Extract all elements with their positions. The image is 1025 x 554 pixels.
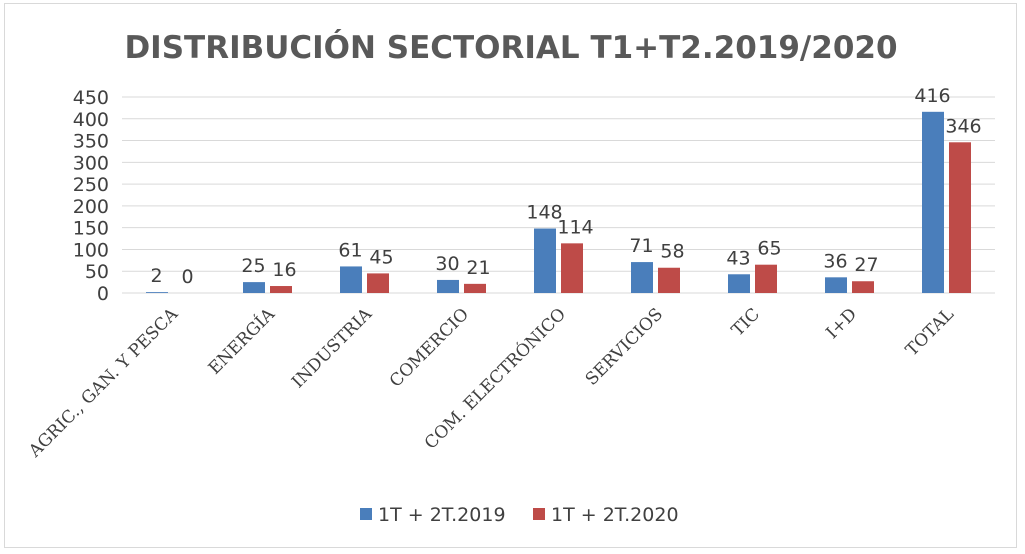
x-tick-label: INDUSTRIA [288,304,376,392]
bar [146,292,168,293]
bar [922,111,944,293]
data-label: 65 [757,238,781,260]
y-tick-label: 0 [97,283,109,305]
data-label: 16 [272,259,296,281]
y-tick-label: 150 [73,218,109,240]
x-tick-label: COMERCIO [386,304,473,391]
x-tick-label: TOTAL [902,304,958,360]
legend-swatch [533,508,545,520]
data-label: 58 [660,241,684,263]
bar [367,273,389,293]
y-tick-label: 300 [73,152,109,174]
x-tick-label: TIC [728,304,764,340]
bar [755,264,777,293]
data-label: 36 [823,250,847,272]
bar [437,279,459,293]
chart-frame: DISTRIBUCIÓN SECTORIAL T1+T2.2019/2020 0… [4,3,1017,548]
bar [243,282,265,293]
bar [658,267,680,293]
bar [270,286,292,293]
chart-title: DISTRIBUCIÓN SECTORIAL T1+T2.2019/2020 [124,29,897,66]
bar [464,283,486,293]
y-tick-label: 100 [73,239,109,261]
bar [631,262,653,293]
bar [534,228,556,293]
x-tick-label: AGRIC., GAN. Y PESCA [24,304,182,462]
legend-entry-label: 1T + 2T.2020 [551,504,679,526]
data-label: 25 [241,255,265,277]
bar [728,274,750,293]
grid-lines [122,96,995,294]
data-label: 43 [726,247,750,269]
y-tick-label: 50 [85,261,109,283]
legend-entry-label: 1T + 2T.2019 [378,504,506,526]
data-label: 30 [435,253,459,275]
y-tick-label: 350 [73,131,109,153]
x-tick-label: ENERGÍA [204,303,280,379]
legend-swatch [360,508,372,520]
bar-chart: DISTRIBUCIÓN SECTORIAL T1+T2.2019/2020 0… [24,29,995,526]
data-label: 0 [181,266,193,288]
bar [852,281,874,293]
x-tick-label: I+D [822,304,861,343]
data-label: 148 [526,202,562,224]
bar [949,142,971,293]
legend: 1T + 2T.2019 1T + 2T.2020 [360,504,679,526]
data-label: 45 [369,246,393,268]
data-label: 71 [629,235,653,257]
data-label: 61 [338,239,362,261]
data-label: 27 [854,254,878,276]
y-tick-label: 250 [73,174,109,196]
bar [340,266,362,293]
data-label: 416 [914,85,950,107]
data-label: 21 [466,257,490,279]
data-label: 346 [945,115,981,137]
bar [561,243,583,293]
data-label: 2 [150,265,162,287]
x-axis: AGRIC., GAN. Y PESCA ENERGÍA INDUSTRIA COME… [24,303,958,462]
y-tick-label: 200 [73,196,109,218]
bars [146,111,971,293]
data-label: 114 [557,216,593,238]
y-tick-label: 450 [73,87,109,109]
y-tick-label: 400 [73,109,109,131]
x-tick-label: SERVICIOS [582,304,667,389]
bar [825,277,847,293]
